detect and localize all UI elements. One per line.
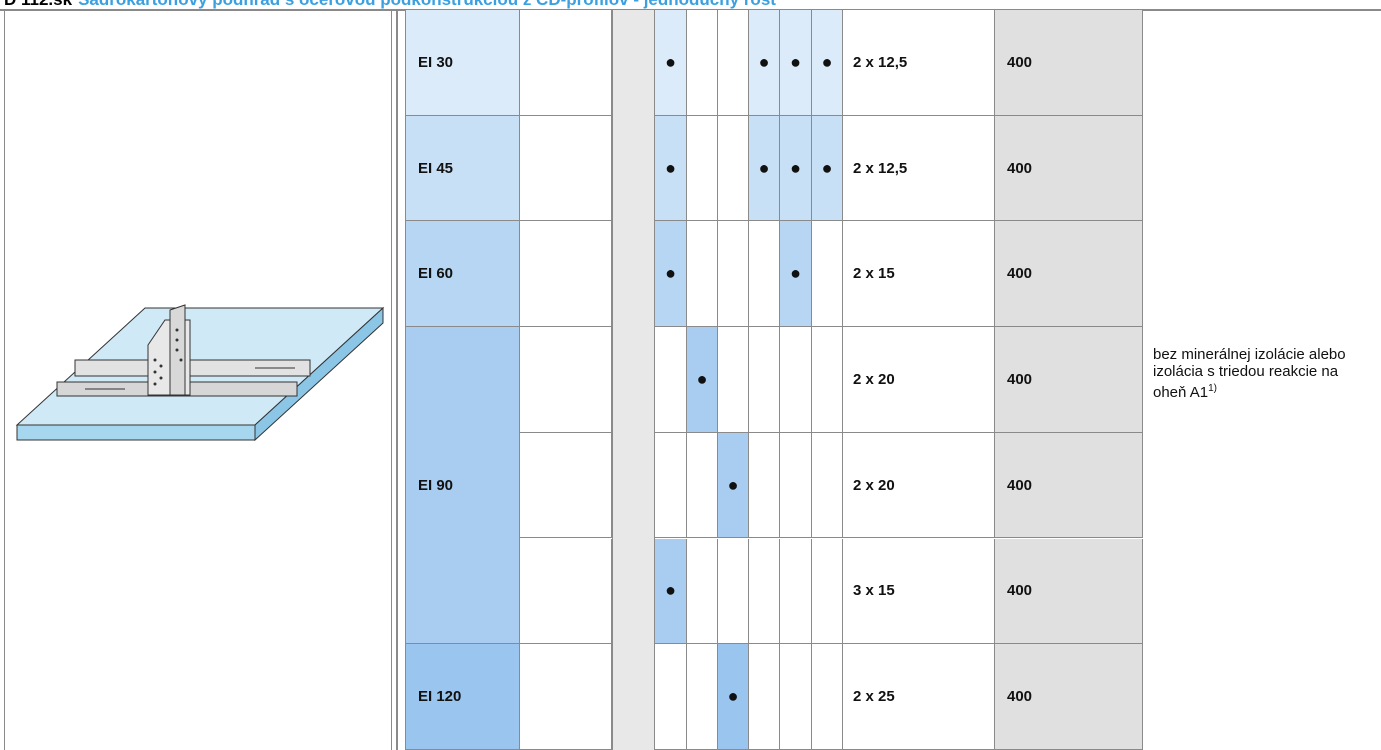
spacing: 400 xyxy=(995,221,1143,328)
mark-cell xyxy=(812,221,843,328)
mark-cell xyxy=(718,538,749,645)
thickness: 2 x 12,5 xyxy=(843,115,995,222)
mark-cell xyxy=(718,10,749,116)
mark-cell xyxy=(718,221,749,328)
class-label: EI 90 xyxy=(405,327,520,645)
thickness: 2 x 20 xyxy=(843,432,995,539)
spacing: 400 xyxy=(995,538,1143,645)
mark-cell xyxy=(655,327,687,433)
mark-cell: ● xyxy=(780,221,812,328)
mark-cell: ● xyxy=(655,538,687,645)
mark-cell xyxy=(749,432,780,539)
spacing: 400 xyxy=(995,10,1143,116)
thickness: 2 x 15 xyxy=(843,221,995,328)
mark-cell: ● xyxy=(780,10,812,116)
mark-cell xyxy=(687,644,718,750)
mark-cell xyxy=(687,221,718,328)
mark-cell: ● xyxy=(655,115,687,222)
mark-cell xyxy=(687,115,718,222)
mark-cell xyxy=(749,538,780,645)
blank-cell xyxy=(520,221,612,328)
image-cell xyxy=(4,10,392,750)
mark-cell xyxy=(780,644,812,750)
mark-cell: ● xyxy=(718,644,749,750)
blank-cell xyxy=(520,10,612,116)
mark-cell xyxy=(780,432,812,539)
thickness: 2 x 20 xyxy=(843,327,995,433)
header: D 112.sk Sadrokartónový podhľad s oceľovo… xyxy=(4,0,776,10)
mark-cell: ● xyxy=(812,10,843,116)
spacing: 400 xyxy=(995,644,1143,750)
blank-cell xyxy=(520,538,612,645)
spacing: 400 xyxy=(995,432,1143,539)
mark-cell xyxy=(718,115,749,222)
note-sup: 1) xyxy=(1208,383,1217,394)
blank-cell xyxy=(520,432,612,539)
title: Sadrokartónový podhľad s oceľovou podkon… xyxy=(78,0,776,9)
mark-cell xyxy=(687,432,718,539)
ceiling-illustration xyxy=(15,304,385,442)
mark-cell xyxy=(718,327,749,433)
mark-cell xyxy=(749,644,780,750)
blank-cell xyxy=(520,327,612,433)
mark-cell xyxy=(780,538,812,645)
mark-cell: ● xyxy=(655,221,687,328)
mark-cell xyxy=(780,327,812,433)
thickness: 2 x 12,5 xyxy=(843,10,995,116)
thickness: 3 x 15 xyxy=(843,538,995,645)
class-label: EI 30 xyxy=(405,10,520,116)
spacing: 400 xyxy=(995,327,1143,433)
blank-cell xyxy=(520,115,612,222)
note: bez minerálnej izolácie alebo izolácia s… xyxy=(1153,346,1353,401)
class-label: EI 60 xyxy=(405,221,520,328)
gap-column xyxy=(612,10,655,750)
blank-cell xyxy=(520,644,612,750)
mark-cell xyxy=(655,432,687,539)
mark-cell xyxy=(687,10,718,116)
mark-cell: ● xyxy=(687,327,718,433)
mark-cell: ● xyxy=(780,115,812,222)
mark-cell xyxy=(749,221,780,328)
class-label: EI 120 xyxy=(405,644,520,750)
mark-cell xyxy=(655,644,687,750)
mark-cell xyxy=(812,432,843,539)
mark-cell: ● xyxy=(718,432,749,539)
mark-cell xyxy=(812,327,843,433)
mark-cell xyxy=(812,644,843,750)
spacing: 400 xyxy=(995,115,1143,222)
class-label: EI 45 xyxy=(405,115,520,222)
mark-cell xyxy=(749,327,780,433)
mark-cell xyxy=(812,538,843,645)
thickness: 2 x 25 xyxy=(843,644,995,750)
mark-cell: ● xyxy=(812,115,843,222)
code: D 112.sk xyxy=(4,0,72,9)
mark-cell: ● xyxy=(749,115,780,222)
mark-cell: ● xyxy=(749,10,780,116)
mark-cell: ● xyxy=(655,10,687,116)
double-rule xyxy=(396,10,398,750)
mark-cell xyxy=(687,538,718,645)
note-text: bez minerálnej izolácie alebo izolácia s… xyxy=(1153,346,1346,401)
